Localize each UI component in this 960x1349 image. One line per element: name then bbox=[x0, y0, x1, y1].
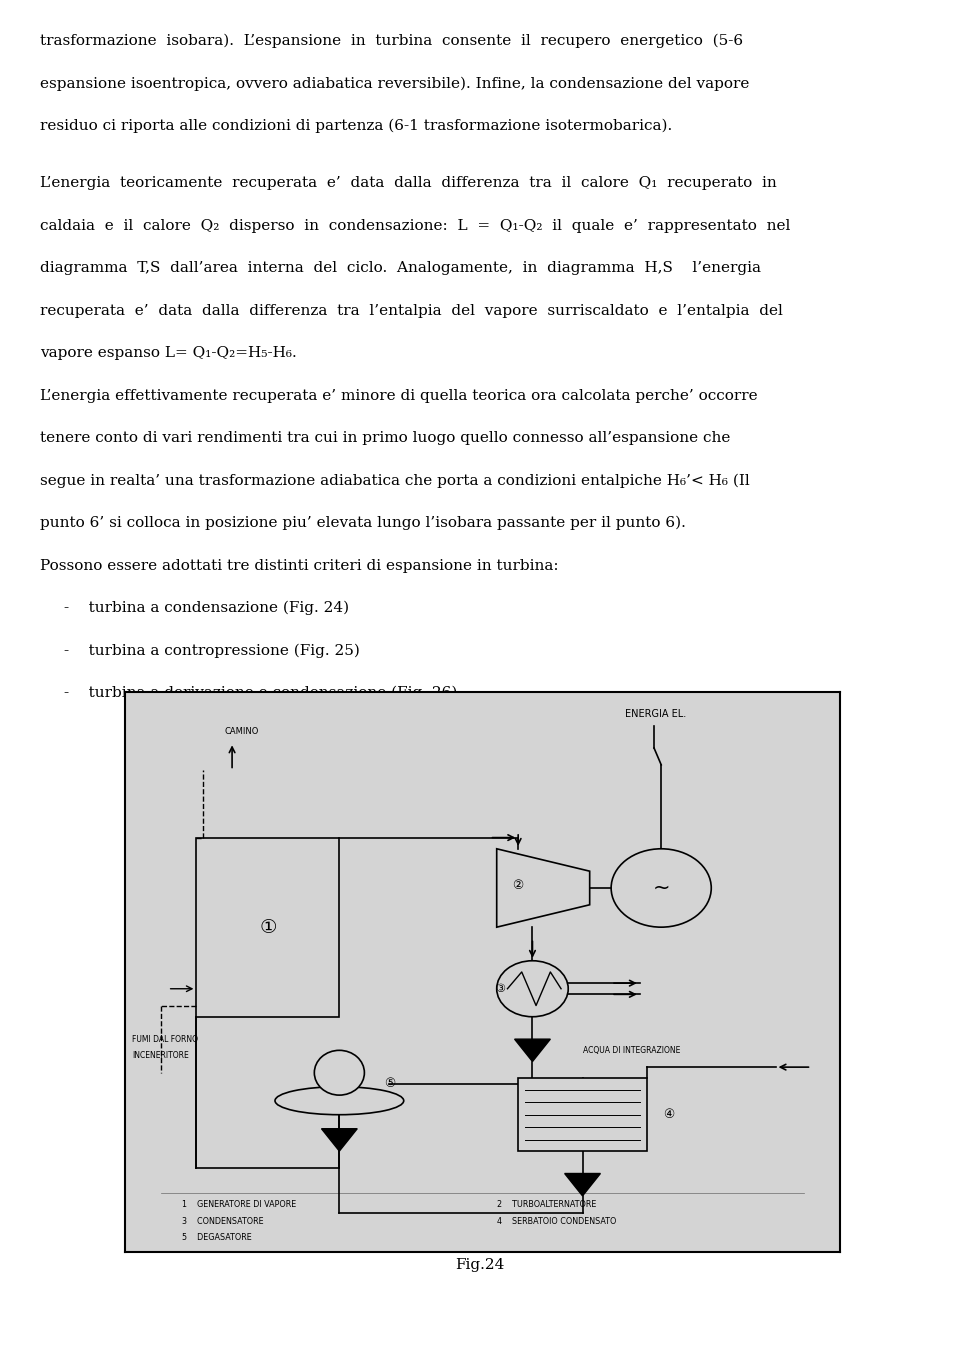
Text: -    turbina a derivazione e condensazione (Fig. 26).: - turbina a derivazione e condensazione … bbox=[64, 687, 463, 700]
Text: -    turbina a contropressione (Fig. 25): - turbina a contropressione (Fig. 25) bbox=[64, 643, 360, 658]
Text: recuperata  e’  data  dalla  differenza  tra  l’entalpia  del  vapore  surriscal: recuperata e’ data dalla differenza tra … bbox=[40, 304, 783, 317]
Ellipse shape bbox=[275, 1087, 404, 1114]
Text: ⑤: ⑤ bbox=[384, 1078, 396, 1090]
Text: 1    GENERATORE DI VAPORE: 1 GENERATORE DI VAPORE bbox=[182, 1199, 297, 1209]
Polygon shape bbox=[564, 1174, 600, 1197]
Circle shape bbox=[612, 849, 711, 927]
Text: ENERGIA EL.: ENERGIA EL. bbox=[626, 710, 686, 719]
Text: segue in realta’ una trasformazione adiabatica che porta a condizioni entalpiche: segue in realta’ una trasformazione adia… bbox=[40, 473, 750, 488]
Text: 2    TURBOALTERNATORE: 2 TURBOALTERNATORE bbox=[496, 1199, 596, 1209]
Ellipse shape bbox=[314, 1051, 365, 1095]
Bar bbox=[518, 1078, 647, 1151]
Text: Fig.24: Fig.24 bbox=[455, 1259, 505, 1272]
Polygon shape bbox=[515, 1039, 550, 1062]
Text: CAMINO: CAMINO bbox=[225, 727, 259, 735]
Text: trasformazione  isobara).  L’espansione  in  turbina  consente  il  recupero  en: trasformazione isobara). L’espansione in… bbox=[40, 34, 743, 49]
Text: ③: ③ bbox=[495, 983, 505, 994]
Text: 5    DEGASATORE: 5 DEGASATORE bbox=[182, 1233, 252, 1242]
Text: ④: ④ bbox=[662, 1109, 674, 1121]
Polygon shape bbox=[322, 1129, 357, 1151]
Bar bbox=[197, 838, 340, 1017]
Text: ~: ~ bbox=[653, 878, 670, 898]
Text: vapore espanso L= Q₁-Q₂=H₅-H₆.: vapore espanso L= Q₁-Q₂=H₅-H₆. bbox=[40, 347, 297, 360]
Text: ①: ① bbox=[259, 917, 276, 936]
Text: Possono essere adottati tre distinti criteri di espansione in turbina:: Possono essere adottati tre distinti cri… bbox=[40, 558, 559, 572]
Text: ACQUA DI INTEGRAZIONE: ACQUA DI INTEGRAZIONE bbox=[583, 1045, 680, 1055]
Text: L’energia effettivamente recuperata e’ minore di quella teorica ora calcolata pe: L’energia effettivamente recuperata e’ m… bbox=[40, 389, 758, 402]
Text: L’energia  teoricamente  recuperata  e’  data  dalla  differenza  tra  il  calor: L’energia teoricamente recuperata e’ dat… bbox=[40, 177, 777, 190]
Polygon shape bbox=[496, 849, 589, 927]
Text: caldaia  e  il  calore  Q₂  disperso  in  condensazione:  L  =  Q₁-Q₂  il  quale: caldaia e il calore Q₂ disperso in conde… bbox=[40, 219, 791, 232]
Text: diagramma  T,S  dall’area  interna  del  ciclo.  Analogamente,  in  diagramma  H: diagramma T,S dall’area interna del cicl… bbox=[40, 262, 761, 275]
Text: -    turbina a condensazione (Fig. 24): - turbina a condensazione (Fig. 24) bbox=[64, 602, 349, 615]
Text: INCENERITORE: INCENERITORE bbox=[132, 1051, 189, 1060]
Text: ②: ② bbox=[513, 878, 524, 892]
Text: 3    CONDENSATORE: 3 CONDENSATORE bbox=[182, 1217, 264, 1226]
Text: espansione isoentropica, ovvero adiabatica reversibile). Infine, la condensazion: espansione isoentropica, ovvero adiabati… bbox=[40, 76, 750, 90]
Text: residuo ci riporta alle condizioni di partenza (6-1 trasformazione isotermobaric: residuo ci riporta alle condizioni di pa… bbox=[40, 119, 673, 134]
Circle shape bbox=[496, 960, 568, 1017]
Text: FUMI DAL FORNO: FUMI DAL FORNO bbox=[132, 1035, 198, 1044]
Text: punto 6’ si colloca in posizione piu’ elevata lungo l’isobara passante per il pu: punto 6’ si colloca in posizione piu’ el… bbox=[40, 517, 686, 530]
Text: tenere conto di vari rendimenti tra cui in primo luogo quello connesso all’espan: tenere conto di vari rendimenti tra cui … bbox=[40, 432, 731, 445]
Text: 4    SERBATOIO CONDENSATO: 4 SERBATOIO CONDENSATO bbox=[496, 1217, 616, 1226]
